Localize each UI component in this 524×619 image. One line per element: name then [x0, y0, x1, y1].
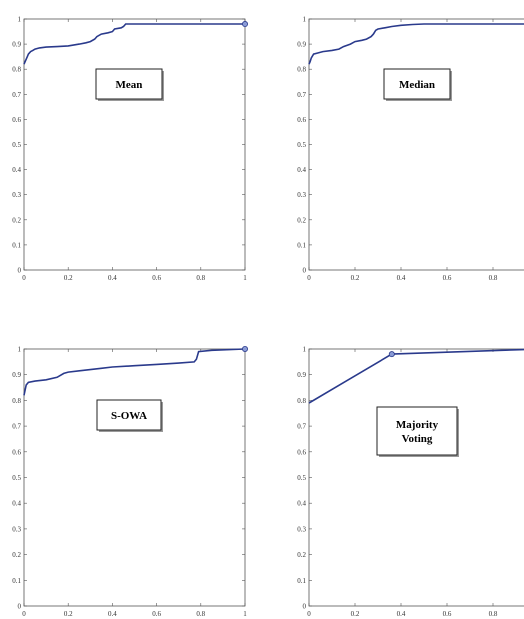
- y-tick-label: 0.3: [297, 191, 306, 199]
- plot-frame: [308, 18, 524, 271]
- y-tick-label: 0.6: [297, 116, 306, 124]
- y-tick-label: 0.2: [12, 551, 21, 559]
- y-tick-label: 1: [18, 346, 22, 354]
- y-tick-label: 0.5: [12, 474, 21, 482]
- y-tick-label: 0.3: [12, 525, 21, 533]
- y-tick-label: 1: [303, 16, 307, 24]
- y-tick-label: 0.7: [12, 91, 21, 99]
- y-tick-label: 0.7: [297, 91, 306, 99]
- label-box: [383, 68, 451, 100]
- panel-label: Median: [399, 79, 435, 91]
- y-tick-label: 0.3: [297, 525, 306, 533]
- y-tick-label: 1: [303, 346, 307, 354]
- x-tick-label: 0: [307, 610, 311, 618]
- y-tick-label: 0.8: [12, 397, 21, 405]
- y-tick-label: 0.7: [12, 423, 21, 431]
- plot-frame: [308, 348, 524, 607]
- x-tick-label: 0.2: [64, 274, 73, 282]
- series-line: [308, 23, 524, 65]
- x-tick-label: 0.2: [64, 610, 73, 618]
- panel-label: Majority: [396, 419, 439, 431]
- y-tick-label: 0.2: [12, 216, 21, 224]
- label-box: [376, 406, 458, 456]
- x-tick-label: 0.8: [196, 610, 205, 618]
- panel-label: Mean: [116, 79, 143, 91]
- x-tick-label: 0: [307, 274, 311, 282]
- x-tick-label: 0.6: [443, 610, 452, 618]
- y-tick-label: 0.4: [12, 166, 21, 174]
- y-tick-label: 0: [18, 603, 22, 611]
- plot-frame: [23, 18, 246, 271]
- y-tick-label: 0.5: [297, 141, 306, 149]
- y-tick-label: 0: [18, 267, 22, 275]
- x-tick-label: 0.4: [397, 274, 406, 282]
- data-point-marker: [388, 351, 395, 358]
- y-tick-label: 0: [303, 603, 307, 611]
- plot-frame: [23, 348, 246, 607]
- y-tick-label: 0.9: [12, 41, 21, 49]
- y-tick-label: 0.2: [297, 216, 306, 224]
- y-tick-label: 0.6: [12, 116, 21, 124]
- label-box: [96, 399, 162, 431]
- x-tick-label: 0.2: [351, 610, 360, 618]
- chart-panel-4: 0 0.1 0.2 0.3 0.4 0.5 0.6 0.7 0.8 0.9 1 0 0.2 0.4 0.6 0…: [297, 346, 524, 618]
- y-tick-label: 0.9: [297, 41, 306, 49]
- y-tick-label: 0.1: [297, 241, 306, 249]
- x-tick-label: 0.2: [351, 274, 360, 282]
- x-tick-label: 0.8: [489, 610, 498, 618]
- y-tick-label: 0.4: [12, 500, 21, 508]
- label-box: [95, 68, 163, 100]
- y-tick-label: 0.1: [297, 577, 306, 585]
- y-tick-label: 0.5: [12, 141, 21, 149]
- x-tick-label: 0.6: [443, 274, 452, 282]
- x-tick-label: 0.6: [152, 610, 161, 618]
- y-tick-label: 0.1: [12, 577, 21, 585]
- x-tick-label: 0.4: [397, 610, 406, 618]
- x-tick-label: 0: [22, 610, 26, 618]
- y-tick-label: 0: [303, 267, 307, 275]
- y-tick-label: 0.7: [297, 423, 306, 431]
- y-tick-label: 0.8: [12, 66, 21, 74]
- x-tick-label: 1: [243, 274, 247, 282]
- data-point-marker: [241, 345, 248, 352]
- series-line: [23, 348, 246, 396]
- y-tick-label: 0.8: [297, 397, 306, 405]
- y-tick-label: 0.5: [297, 474, 306, 482]
- chart-panel-3: 0 0.1 0.2 0.3 0.4 0.5 0.6 0.7 0.8 0.9 1 0 0.2 0.4 0.6 0…: [12, 345, 248, 618]
- y-tick-label: 0.2: [297, 551, 306, 559]
- y-tick-label: 0.8: [297, 66, 306, 74]
- y-tick-label: 0.4: [297, 166, 306, 174]
- x-tick-label: 0.4: [108, 274, 117, 282]
- y-tick-label: 0.6: [12, 448, 21, 456]
- data-point-marker: [241, 21, 248, 28]
- panel-label: Voting: [402, 433, 433, 445]
- chart-panel-2: 0 0.1 0.2 0.3 0.4 0.5 0.6 0.7 0.8 0.9 1 0 0.2 0.4 0.6 0…: [297, 16, 524, 282]
- x-tick-label: 0.6: [152, 274, 161, 282]
- y-tick-label: 0.3: [12, 191, 21, 199]
- chart-panel-1: 0 0.1 0.2 0.3 0.4 0.5 0.6 0.7 0.8 0.9 1 0 0.2 0.4 0.6 0…: [12, 16, 248, 282]
- y-tick-label: 0.1: [12, 241, 21, 249]
- x-tick-label: 1: [243, 610, 247, 618]
- x-tick-label: 0.8: [489, 274, 498, 282]
- y-tick-label: 0.9: [12, 371, 21, 379]
- panel-label: S-OWA: [111, 410, 147, 422]
- y-tick-label: 0.9: [297, 371, 306, 379]
- x-tick-label: 0: [22, 274, 26, 282]
- series-line: [23, 23, 245, 65]
- y-tick-label: 0.6: [297, 448, 306, 456]
- x-tick-label: 0.8: [196, 274, 205, 282]
- x-tick-label: 0.4: [108, 610, 117, 618]
- y-tick-label: 0.4: [297, 500, 306, 508]
- y-tick-label: 1: [18, 16, 22, 24]
